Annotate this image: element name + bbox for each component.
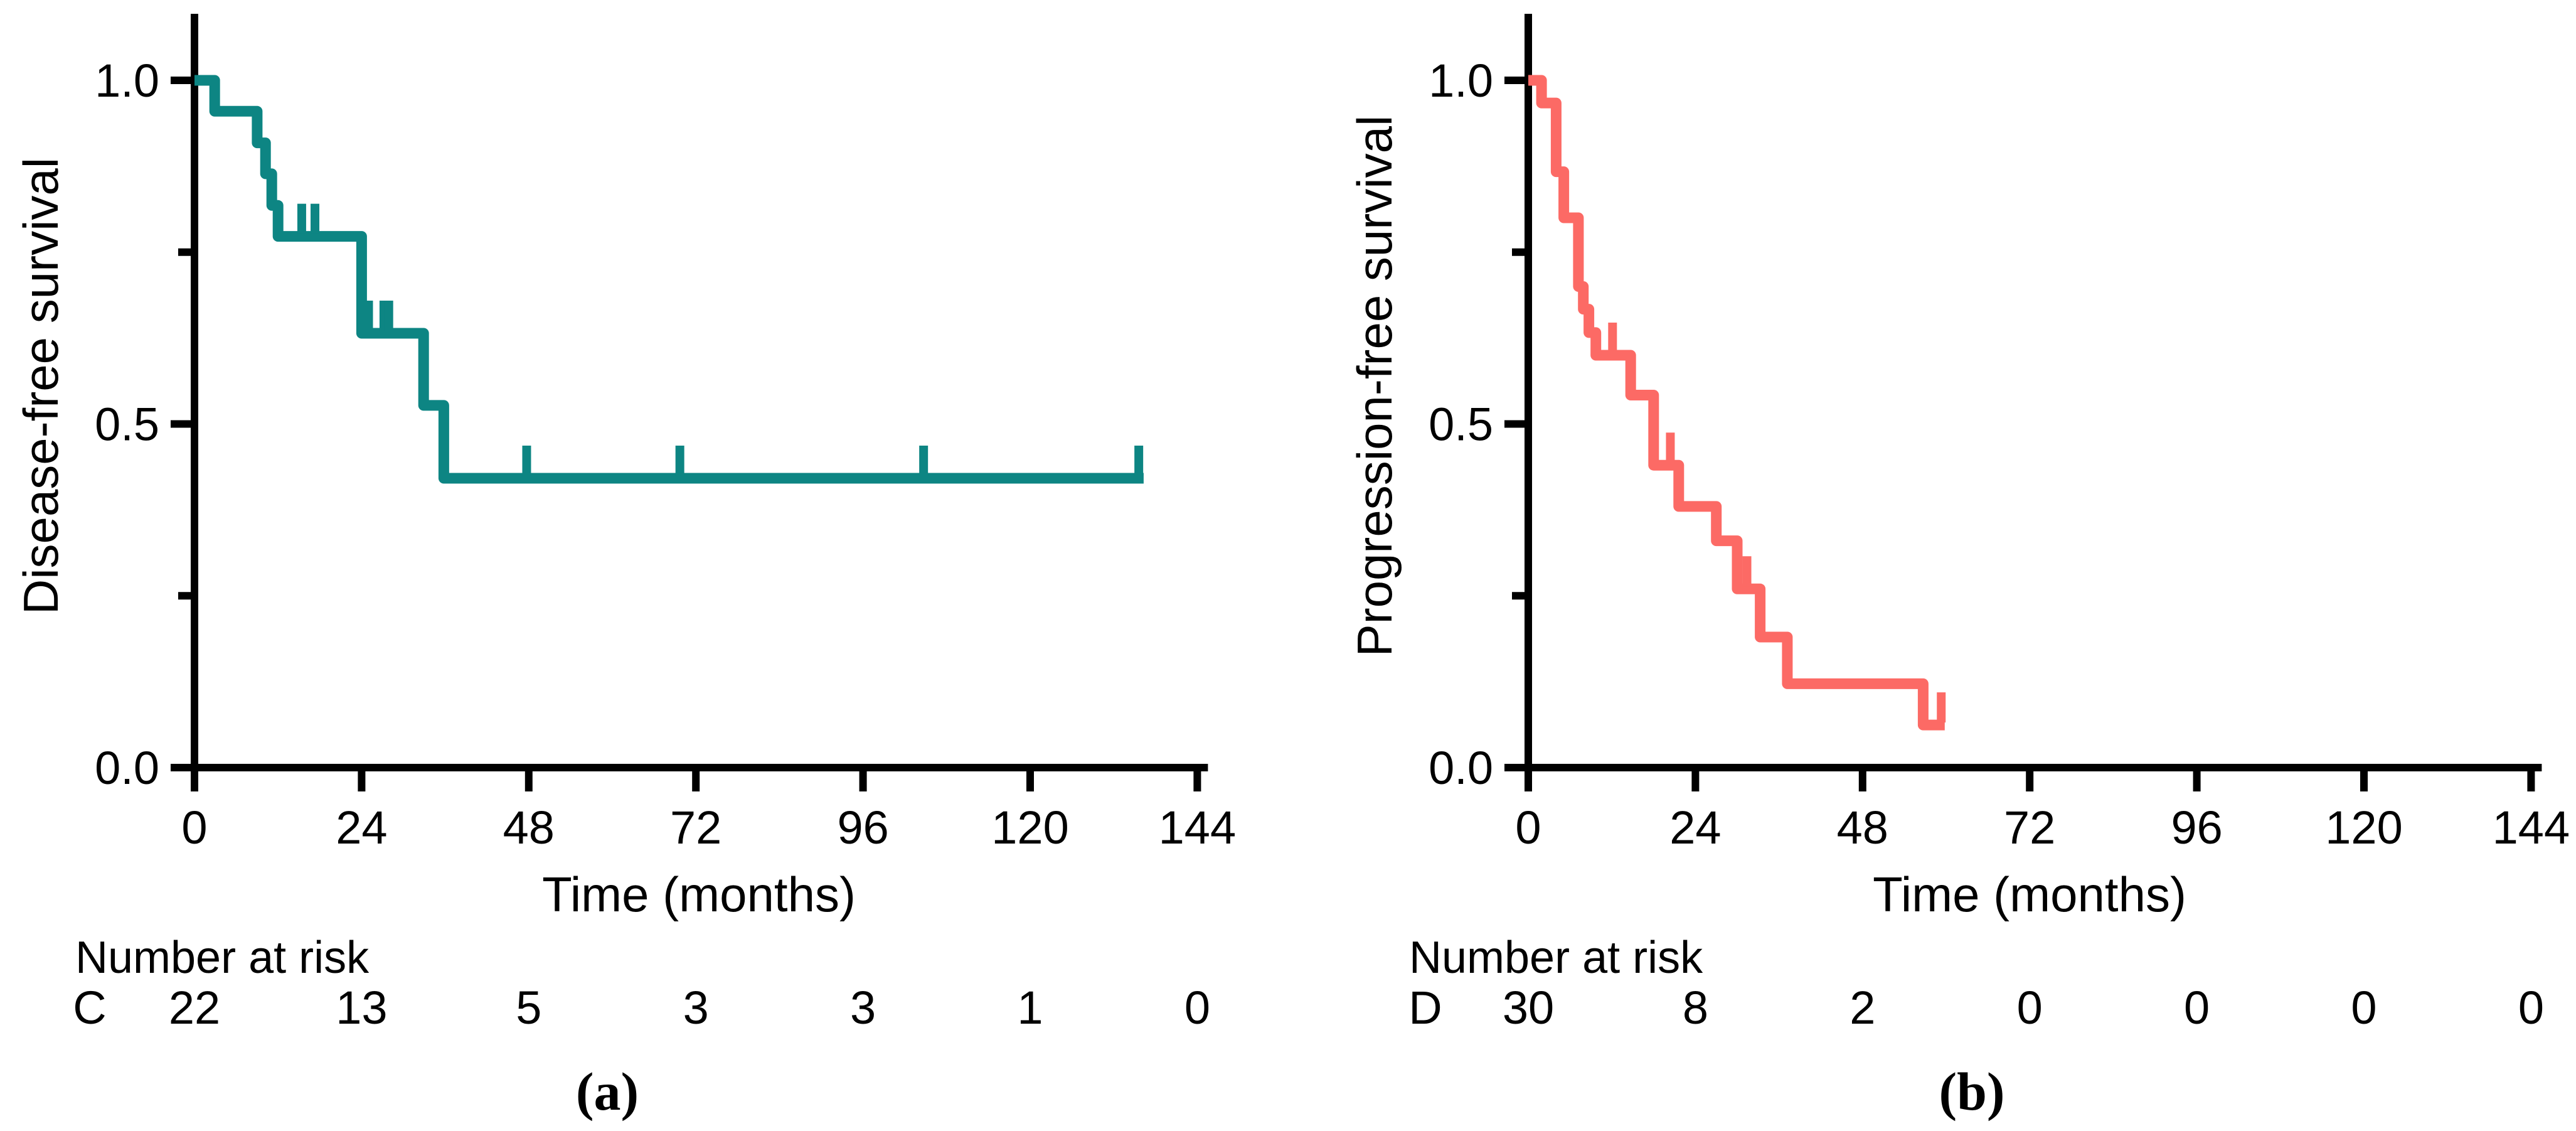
y-axis-title-b: Progression-free survival [1347,115,1402,657]
y-tick-label: 1.0 [95,55,159,107]
x-tick-label: 48 [1837,801,1888,854]
x-axis-title-b: Time (months) [1873,867,2186,922]
risk-count: 2 [1850,982,1875,1034]
x-tick-label: 96 [2171,801,2222,854]
y-tick-label: 0.0 [1429,742,1493,794]
x-tick-label: 0 [1515,801,1541,854]
risk-count: 22 [169,982,220,1034]
risk-count: 0 [2184,982,2210,1034]
number-at-risk-header-b: Number at risk [1409,933,1703,983]
risk-count: 30 [1503,982,1554,1034]
risk-count: 8 [1683,982,1708,1034]
x-tick-label: 24 [336,801,387,854]
risk-group-label-b: D [1408,982,1442,1034]
x-tick-label: 120 [2325,801,2402,854]
y-axis-title-a: Disease-free survival [13,158,68,614]
number-at-risk-header-a: Number at risk [75,933,370,983]
risk-count: 0 [2518,982,2544,1034]
risk-group-label-a: C [73,982,106,1034]
risk-count: 0 [1184,982,1210,1034]
x-tick-label: 24 [1669,801,1721,854]
x-tick-label: 144 [2493,801,2570,854]
x-tick-label: 0 [181,801,207,854]
risk-count: 0 [2351,982,2376,1034]
risk-count: 1 [1017,982,1043,1034]
risk-count: 13 [336,982,387,1034]
y-tick-label: 1.0 [1429,55,1493,107]
x-tick-label: 48 [503,801,555,854]
panel-a-plot: 0 24 48 72 96 120 144 0.0 0.5 1.0 22 13 5 3 3 1 0 [95,14,1236,1034]
risk-count: 5 [516,982,541,1034]
survival-curve [1528,75,1945,731]
risk-count: 0 [2017,982,2043,1034]
y-tick-label: 0.0 [95,742,159,794]
x-axis-title-a: Time (months) [542,867,856,922]
panel-caption-a: (a) [576,1061,639,1122]
x-tick-label: 144 [1159,801,1236,854]
x-tick-label: 72 [2004,801,2055,854]
y-tick-label: 0.5 [1429,399,1493,451]
x-tick-label: 120 [991,801,1068,854]
x-tick-label: 96 [837,801,888,854]
survival-curve [194,75,1144,484]
panel-caption-b: (b) [1939,1061,2004,1122]
risk-count: 3 [683,982,709,1034]
x-tick-label: 72 [670,801,721,854]
panel-b-plot: 0 24 48 72 96 120 144 0.0 0.5 1.0 30 8 2 0 0 0 0 [1429,14,2570,1034]
risk-count: 3 [850,982,876,1034]
y-tick-label: 0.5 [95,399,159,451]
